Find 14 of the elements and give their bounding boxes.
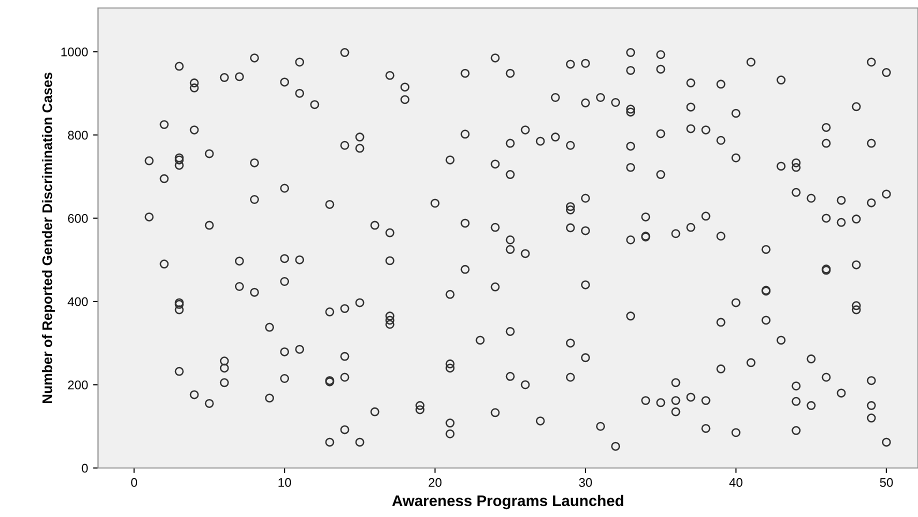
x-tick-label: 30 bbox=[579, 478, 592, 487]
x-tick-label: 10 bbox=[278, 478, 292, 487]
y-tick-label: 200 bbox=[68, 380, 88, 390]
x-tick-label: 50 bbox=[880, 478, 893, 487]
y-tick-label: 400 bbox=[68, 297, 88, 306]
y-tick-label: 600 bbox=[68, 214, 88, 223]
x-tick-label: 20 bbox=[428, 478, 442, 487]
x-tick-label: 0 bbox=[131, 478, 138, 487]
y-tick-label: 0 bbox=[82, 464, 88, 473]
x-tick-label: 40 bbox=[729, 478, 742, 487]
x-axis-title: Awareness Programs Launched bbox=[392, 494, 624, 510]
y-tick-label: 1000 bbox=[61, 48, 88, 56]
y-axis-title: Number of Reported Gender Discrimination Cases bbox=[42, 72, 55, 403]
y-tick-label: 800 bbox=[68, 130, 88, 140]
